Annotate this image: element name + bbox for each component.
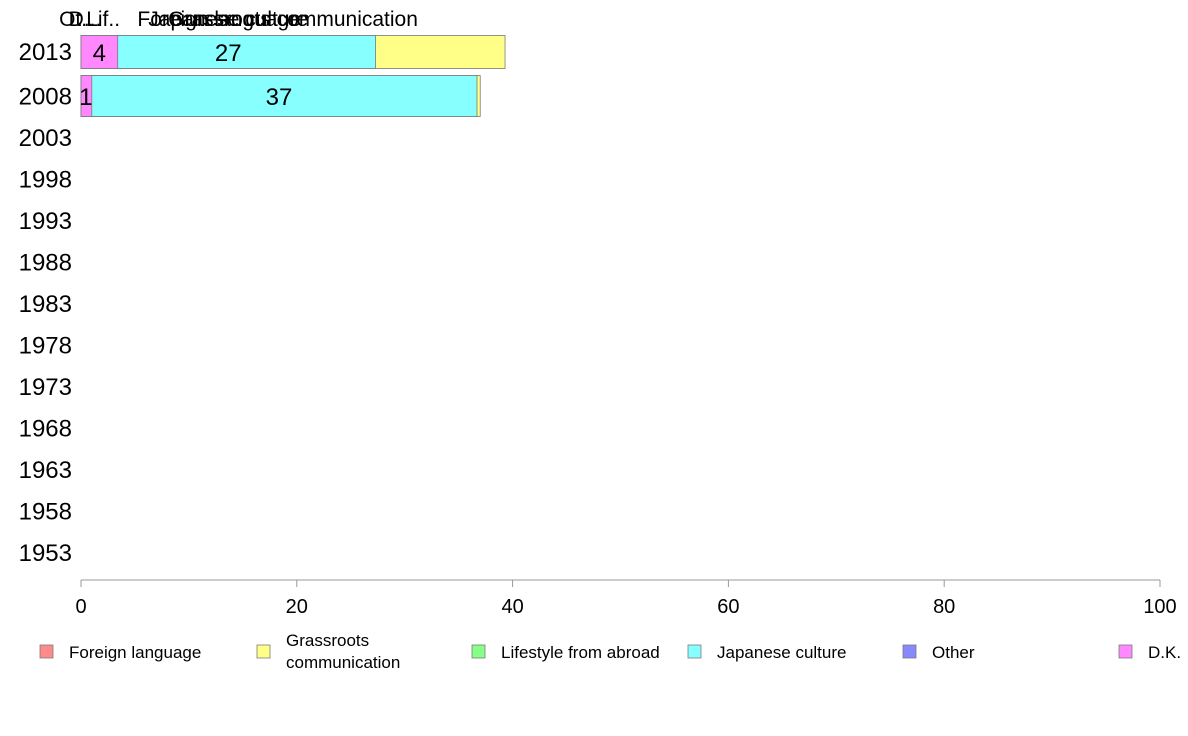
x-tick-label-0: 0 — [75, 596, 86, 618]
year-label-1963: 1963 — [19, 457, 72, 484]
x-tick-label-40: 40 — [501, 596, 523, 618]
year-label-2013: 2013 — [19, 39, 72, 66]
year-label-1998: 1998 — [19, 167, 72, 194]
legend-swatch-lifestyle-from-abroad — [471, 644, 486, 659]
legend-label-d-k: D.K. — [1148, 643, 1181, 662]
category-header-grassroots-communication: Grassroots communication — [168, 8, 418, 31]
year-label-1973: 1973 — [19, 374, 72, 401]
year-label-1953: 1953 — [19, 540, 72, 567]
data-label-2013-japanese-culture: 27 — [215, 40, 242, 67]
year-label-1993: 1993 — [19, 208, 72, 235]
x-tick-label-100: 100 — [1143, 596, 1176, 618]
data-label-2013-d-k: 4 — [93, 40, 106, 67]
year-label-1988: 1988 — [19, 250, 72, 277]
bar-segment-2013-d-k — [80, 35, 119, 69]
data-label-2008-japanese-culture: 37 — [266, 84, 293, 111]
legend-swatch-grassroots-communication — [256, 644, 271, 659]
category-header-japanese-culture: Japanese culture — [148, 8, 308, 31]
bar-segment-2008-d-k — [80, 75, 93, 117]
legend-swatch-japanese-culture — [687, 644, 702, 659]
legend-label-japanese-culture: Japanese culture — [717, 643, 846, 662]
x-tick-label-80: 80 — [933, 596, 955, 618]
x-tick-label-60: 60 — [717, 596, 739, 618]
year-label-2003: 2003 — [19, 125, 72, 152]
bar-segment-2008-japanese-culture — [80, 75, 478, 117]
legend-swatch-other — [902, 644, 917, 659]
year-label-1958: 1958 — [19, 499, 72, 526]
legend: Foreign language Grassroots communication L… — [39, 631, 1181, 672]
category-header-d-k: D... — [69, 8, 102, 31]
x-tick-label-20: 20 — [286, 596, 308, 618]
legend-label-foreign-language: Foreign language — [69, 643, 201, 662]
year-label-1983: 1983 — [19, 291, 72, 318]
legend-swatch-d-k — [1118, 644, 1133, 659]
year-axis-labels: 2013 2008 2003 1998 1993 1988 1983 1978 1973 1968… — [19, 39, 72, 567]
legend-label-other: Other — [932, 643, 975, 662]
year-label-2008: 2008 — [19, 84, 72, 111]
data-label-2008-d-k: 1 — [79, 84, 92, 111]
category-header-lifestyle-from-abroad: Lif.. — [86, 8, 120, 31]
category-header-foreign-language: Foreign language — [137, 8, 300, 31]
year-label-1978: 1978 — [19, 333, 72, 360]
year-label-1968: 1968 — [19, 416, 72, 443]
legend-swatch-foreign-language — [39, 644, 54, 659]
legend-label-grassroots-communication: Grassroots communication — [286, 631, 400, 672]
x-axis: 0 20 40 60 80 100 — [75, 579, 1177, 618]
legend-label-lifestyle-from-abroad: Lifestyle from abroad — [501, 643, 660, 662]
bars: 2639427419376371 — [79, 35, 506, 117]
category-header-other: Ot.. — [59, 8, 93, 31]
